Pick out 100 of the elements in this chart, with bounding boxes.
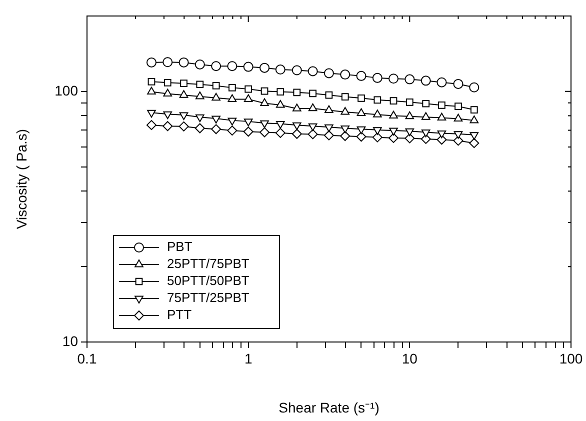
point [308,66,318,76]
point [163,111,172,120]
point [324,130,334,140]
point [437,130,446,138]
legend-label: PTT [167,307,192,322]
point [292,65,302,76]
point [470,132,479,140]
legend-label: 50PTT/50PBT [167,273,250,288]
point [244,94,253,102]
point [470,106,478,114]
point [244,85,252,93]
point [162,121,173,132]
point [275,64,286,75]
point [163,88,172,96]
point [324,68,334,78]
point [358,94,365,102]
point [179,90,188,98]
point [148,78,156,86]
point [420,134,431,144]
point [340,125,350,134]
point [243,62,254,72]
point [356,70,366,81]
point [389,110,398,118]
point [260,87,268,95]
point [292,122,302,130]
point [374,96,382,104]
x-axis-title: Shear Rate (s⁻¹) [278,399,380,416]
point [454,102,462,110]
point [292,128,302,139]
legend-label: PBT [167,239,192,254]
point [405,111,414,120]
point [293,88,301,96]
point [453,136,464,146]
x-tick-label: 10 [402,350,418,366]
point [404,133,415,144]
point [388,132,399,143]
point [178,121,189,132]
point [356,132,366,142]
legend-label: 25PTT/75PBT [167,256,250,272]
point [340,130,350,141]
point [420,76,431,86]
point [211,124,222,134]
point [276,121,285,129]
point [260,98,269,106]
x-tick-label: 1 [244,350,252,366]
point [308,129,318,140]
point [341,93,349,100]
point [453,78,464,89]
point [470,115,479,124]
y-axis-title: Viscosity ( Pa.s) [13,128,30,230]
point [308,123,318,132]
point [372,72,382,83]
point [228,118,237,126]
point [324,105,334,114]
point [469,82,480,92]
point [309,90,316,98]
point [308,103,318,112]
point [340,70,350,80]
point [438,102,446,109]
point [324,124,334,132]
point [405,128,414,136]
point [340,106,350,115]
point [164,78,172,86]
point [227,126,238,136]
x-tick-label: 100 [559,350,583,366]
point [194,59,205,70]
point [454,131,463,139]
point [227,61,238,72]
point [147,86,156,95]
point [437,112,446,121]
point [243,126,254,137]
point [196,91,204,100]
point [469,138,480,148]
point [292,104,302,112]
point [179,112,188,120]
point [356,108,366,116]
point [372,132,382,142]
point [406,98,414,106]
point [421,130,430,138]
point [356,126,366,134]
point [275,128,286,138]
point [436,77,447,88]
point [211,61,222,72]
point [260,62,270,73]
legend-label: 75PTT/25PBT [167,290,250,306]
point [228,94,237,102]
point [194,123,205,134]
x-tick-label: 0.1 [77,350,97,366]
point [276,88,284,96]
point [404,74,415,84]
point [325,91,333,99]
point [196,114,204,122]
point [212,82,220,90]
point [390,97,398,105]
point [388,74,399,84]
point [373,127,382,135]
point [180,80,188,88]
point [147,110,156,118]
point [422,100,430,108]
point [212,116,220,124]
